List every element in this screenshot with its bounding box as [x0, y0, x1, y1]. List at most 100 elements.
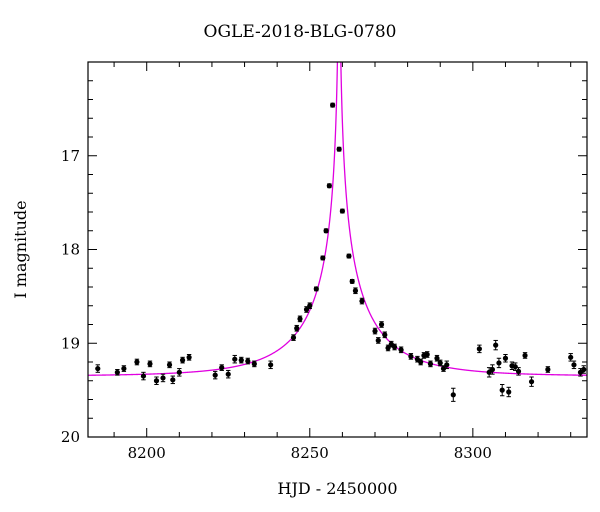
model-curve	[88, 62, 587, 376]
data-point	[522, 352, 528, 359]
point-marker	[232, 356, 238, 362]
data-point	[294, 324, 300, 332]
data-point	[251, 360, 257, 368]
point-marker	[493, 342, 499, 348]
data-point	[313, 286, 319, 292]
point-marker	[297, 316, 303, 322]
point-marker	[496, 360, 502, 366]
data-point	[290, 334, 297, 341]
data-point	[297, 315, 303, 323]
data-point	[581, 365, 587, 374]
point-marker	[581, 366, 587, 373]
data-point	[476, 344, 482, 354]
data-point	[515, 367, 522, 376]
point-marker	[499, 387, 505, 393]
point-marker	[121, 365, 127, 372]
point-marker	[522, 352, 528, 359]
data-point	[349, 278, 355, 284]
point-marker	[359, 298, 365, 304]
point-marker	[147, 361, 153, 367]
plot-frame	[87, 61, 588, 438]
point-marker	[95, 365, 101, 372]
data-point	[166, 361, 173, 369]
x-tick-label: 8250	[291, 444, 329, 462]
point-marker	[219, 365, 225, 371]
data-point	[121, 365, 127, 372]
point-marker	[378, 321, 385, 328]
y-tick-label: 17	[61, 147, 80, 165]
data-point	[444, 360, 450, 370]
point-marker	[424, 351, 430, 358]
point-marker	[346, 253, 352, 259]
point-marker	[114, 369, 120, 375]
data-point	[528, 376, 535, 387]
data-point	[450, 387, 456, 402]
point-marker	[225, 371, 231, 377]
point-marker	[307, 303, 313, 309]
data-point	[339, 208, 345, 214]
data-point	[352, 287, 359, 295]
data-point	[346, 253, 352, 259]
point-marker	[528, 379, 535, 385]
data-point	[186, 354, 192, 361]
data-point	[588, 373, 593, 381]
x-axis-label: HJD - 2450000	[277, 479, 397, 498]
point-marker	[290, 335, 297, 341]
point-marker	[418, 359, 424, 365]
point-marker	[245, 358, 251, 364]
point-marker	[476, 346, 482, 352]
data-point	[212, 370, 218, 380]
data-point	[134, 358, 140, 366]
data-point	[140, 371, 147, 381]
data-point	[427, 360, 434, 368]
point-marker	[588, 374, 593, 379]
data-point	[375, 337, 381, 344]
point-marker	[512, 364, 518, 370]
data-point	[238, 356, 244, 364]
data-point	[506, 386, 512, 398]
point-marker	[427, 361, 434, 367]
data-point	[147, 360, 153, 368]
point-marker	[212, 372, 218, 378]
point-marker	[326, 183, 332, 189]
axis-tick-labels: 8200 8250 8300 17 18 19 20	[61, 147, 492, 462]
point-marker	[179, 357, 186, 363]
data-point	[391, 343, 398, 351]
point-marker	[268, 362, 274, 368]
point-marker	[313, 286, 319, 292]
data-point	[493, 339, 499, 351]
data-point	[568, 353, 574, 362]
data-point	[489, 364, 496, 375]
data-point	[382, 331, 388, 339]
data-point	[114, 369, 120, 376]
data-point	[153, 376, 160, 385]
point-marker	[170, 377, 176, 383]
data-point	[170, 375, 176, 385]
x-tick-label: 8300	[454, 444, 492, 462]
point-marker	[294, 325, 300, 331]
point-marker	[339, 208, 345, 214]
point-marker	[391, 344, 398, 350]
data-point	[330, 102, 336, 108]
data-point	[232, 354, 238, 364]
point-marker	[166, 362, 173, 368]
y-tick-label: 19	[61, 334, 80, 352]
point-marker	[160, 375, 166, 381]
chart-title: OGLE-2018-BLG-0780	[203, 22, 397, 42]
data-point	[434, 354, 440, 362]
data-point	[545, 366, 551, 373]
data-point	[499, 384, 505, 397]
point-marker	[153, 378, 160, 384]
data-point	[496, 357, 502, 369]
data-point	[372, 327, 378, 335]
point-marker	[186, 354, 192, 360]
data-point	[219, 364, 225, 371]
data-point	[268, 360, 274, 370]
point-marker	[515, 368, 522, 374]
point-marker	[434, 355, 440, 361]
point-marker	[489, 366, 496, 373]
point-marker	[437, 360, 443, 366]
point-marker	[336, 146, 342, 152]
data-point	[336, 146, 342, 152]
